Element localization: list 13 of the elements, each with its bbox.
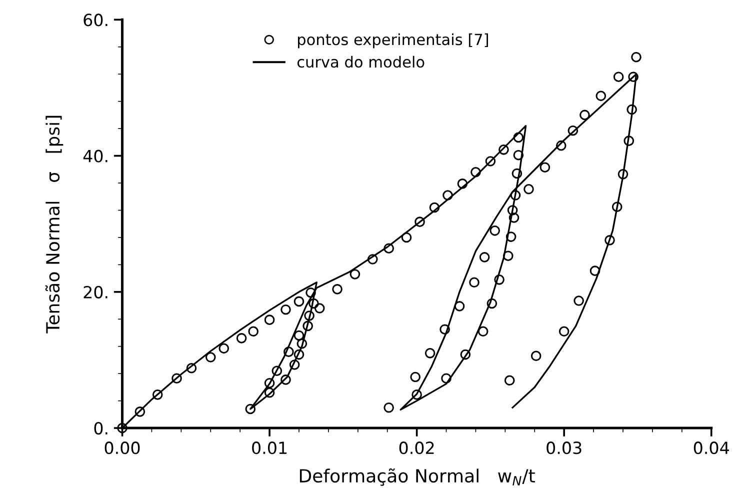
x-tick-label: 0.03: [546, 442, 582, 454]
legend-label: curva do modelo: [297, 56, 424, 68]
x-tick-label: 0.02: [399, 442, 434, 454]
y-axis-title: Tensão Normal σ [psi]: [45, 116, 64, 334]
y-tick-label: 20.: [84, 286, 108, 298]
x-tick-label: 0.01: [252, 442, 287, 454]
legend-label: pontos experimentais [7]: [298, 33, 488, 48]
x-tick-label: 0.04: [694, 442, 729, 454]
x-tick-label: 0.00: [104, 442, 140, 454]
y-tick-label: 0.: [94, 422, 108, 435]
y-tick-label: 60.: [84, 14, 108, 26]
x-axis-title: Deformação Normal w$_{N}$/t: [300, 468, 535, 486]
y-tick-label: 40.: [83, 150, 108, 162]
